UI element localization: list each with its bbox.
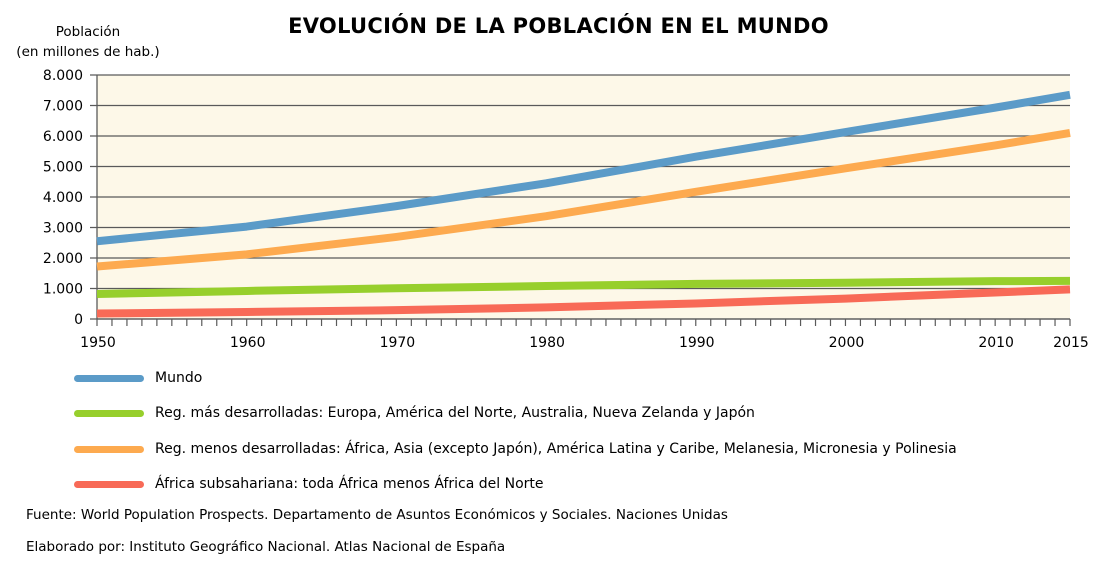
y-tick-label: 3.000 xyxy=(43,221,83,237)
legend-label-mundo: Mundo xyxy=(155,370,203,386)
y-axis: 0 1.000 2.000 3.000 4.000 5.000 6.000 7.000 8.00… xyxy=(43,68,98,328)
legend-swatch-more-developed xyxy=(74,410,144,418)
y-tick-label: 6.000 xyxy=(43,129,83,145)
series-line-reg-más-desarrolladas xyxy=(96,276,1071,298)
series-line-mundo xyxy=(96,90,1071,246)
y-axis-label-line-1: Población xyxy=(55,24,121,40)
series-line-reg-menos-desarrolladas xyxy=(96,129,1071,271)
legend-item-more-developed: Reg. más desarrolladas: Europa, América … xyxy=(74,403,957,438)
y-axis-label: Población (en millones de hab.) xyxy=(0,22,176,62)
y-axis-label-line-2: (en millones de hab.) xyxy=(16,44,160,60)
y-tick-label: 1.000 xyxy=(43,282,83,298)
x-tick-label: 2000 xyxy=(829,335,865,351)
legend-swatch-mundo xyxy=(74,375,144,382)
series-lines xyxy=(96,90,1071,318)
credit-note: Elaborado por: Instituto Geográfico Naci… xyxy=(26,539,506,555)
y-tick-label: 7.000 xyxy=(43,99,83,115)
y-tick-label: 8.000 xyxy=(43,68,83,84)
x-tick-label: 1950 xyxy=(80,335,116,351)
legend-label-sub-saharan: África subsahariana: toda África menos Á… xyxy=(155,475,544,492)
legend-item-sub-saharan: África subsahariana: toda África menos Á… xyxy=(74,474,957,509)
legend-label-more-developed: Reg. más desarrolladas: Europa, América … xyxy=(155,405,755,422)
y-tick-label: 0 xyxy=(74,312,83,328)
x-axis: 1950 1960 1970 1980 1990 2000 2010 2015 xyxy=(80,318,1089,351)
legend-label-less-developed: Reg. menos desarrolladas: África, Asia (… xyxy=(155,440,957,457)
y-tick-label: 5.000 xyxy=(43,160,83,176)
legend: Mundo Reg. más desarrolladas: Europa, Am… xyxy=(74,368,957,509)
legend-swatch-less-developed xyxy=(74,445,144,453)
source-note: Fuente: World Population Prospects. Depa… xyxy=(26,507,728,523)
x-tick-label: 2015 xyxy=(1053,335,1089,351)
x-tick-label: 1990 xyxy=(679,335,715,351)
x-tick-label: 2010 xyxy=(978,335,1014,351)
x-tick-label: 1960 xyxy=(230,335,266,351)
chart-title-text: EVOLUCIÓN DE LA POBLACIÓN EN EL MUNDO xyxy=(288,14,829,38)
y-tick-label: 4.000 xyxy=(43,190,83,206)
legend-item-mundo: Mundo xyxy=(74,368,957,403)
y-tick-label: 2.000 xyxy=(43,251,83,267)
x-tick-label: 1980 xyxy=(529,335,565,351)
x-tick-label: 1970 xyxy=(380,335,416,351)
chart-title: EVOLUCIÓN DE LA POBLACIÓN EN EL MUNDO xyxy=(0,14,1103,38)
legend-swatch-sub-saharan xyxy=(74,480,144,488)
legend-item-less-developed: Reg. menos desarrolladas: África, Asia (… xyxy=(74,439,957,474)
series-line-áfrica-subsahariana xyxy=(96,285,1071,318)
